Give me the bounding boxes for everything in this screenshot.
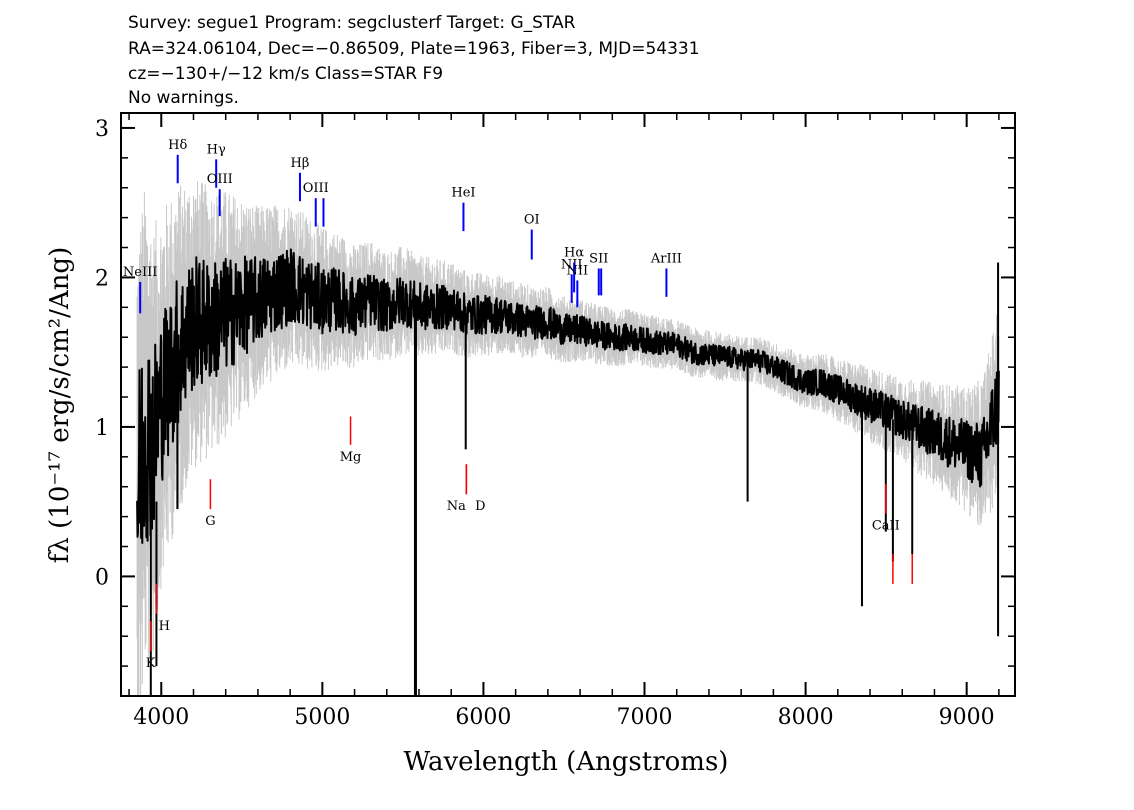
emission-line-label: ArIII [650, 251, 682, 266]
emission-line-label: OIII [303, 181, 329, 196]
emission-line-label: OI [524, 213, 540, 228]
absorption-line-label: CaII [872, 519, 900, 534]
absorption-line-label: H [159, 619, 170, 634]
y-tick-label: 0 [95, 565, 109, 590]
absorption-line-label: D [475, 499, 485, 514]
emission-line-label: Hα [564, 245, 584, 260]
y-axis-label: fλ (10⁻¹⁷ erg/s/cm²/Ang) [45, 247, 75, 563]
flux-line [136, 248, 1000, 544]
emission-line-label: HeI [451, 186, 475, 201]
emission-line-label: Hδ [168, 138, 187, 153]
header-line-2: RA=324.06104, Dec=−0.86509, Plate=1963, … [128, 39, 700, 59]
y-tick-label: 1 [95, 416, 109, 441]
emission-line-label: NeIII [123, 265, 157, 280]
header: Survey: segue1 Program: segclusterf Targ… [128, 13, 700, 108]
y-tick-label: 3 [95, 117, 109, 142]
x-tick-label: 9000 [939, 705, 995, 730]
emission-line-label: SII [589, 251, 608, 266]
header-line-1: Survey: segue1 Program: segclusterf Targ… [128, 13, 576, 33]
header-line-4: No warnings. [128, 88, 239, 108]
header-line-3: cz=−130+/−12 km/s Class=STAR F9 [128, 64, 443, 84]
emission-line-label: Hβ [291, 156, 310, 171]
absorption-line-label: G [205, 514, 215, 529]
emission-line-label: NII [567, 263, 589, 278]
x-tick-label: 7000 [617, 705, 673, 730]
emission-line-label: NII [561, 257, 583, 272]
x-tick-label: 6000 [455, 705, 511, 730]
x-tick-label: 8000 [778, 705, 834, 730]
absorption-line-label: Mg [340, 450, 362, 465]
emission-line-label: Hγ [207, 142, 226, 157]
absorption-line-label: K [146, 656, 156, 671]
absorption-line-label: Na [447, 499, 466, 514]
plot-frame [120, 112, 1016, 697]
x-tick-label: 5000 [294, 705, 350, 730]
emission-line-label: OIII [207, 172, 233, 187]
x-tick-label: 4000 [133, 705, 189, 730]
y-tick-label: 2 [95, 266, 109, 291]
x-axis-label: Wavelength (Angstroms) [404, 747, 729, 777]
